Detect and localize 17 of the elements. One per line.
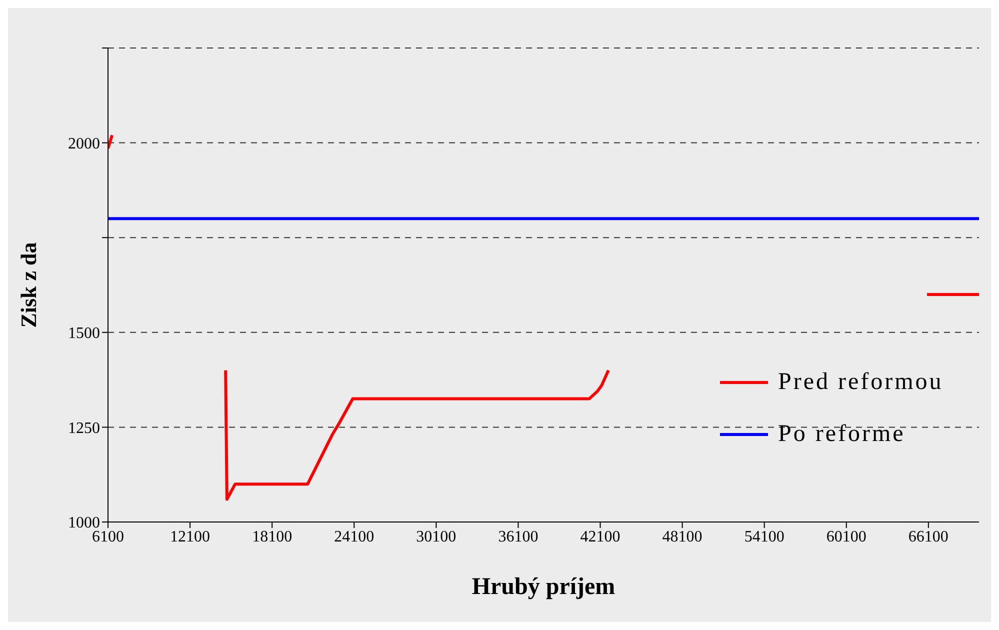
- legend-label: Pred reformou: [778, 368, 944, 396]
- x-tick-label: 30100: [416, 528, 456, 546]
- x-axis-title: Hrubý príjem: [472, 574, 616, 600]
- x-tick-label: 12100: [170, 528, 210, 546]
- x-tick-label: 54100: [744, 528, 784, 546]
- x-tick-label: 48100: [662, 528, 702, 546]
- x-tick-label: 36100: [498, 528, 538, 546]
- x-tick-label: 66100: [908, 528, 948, 546]
- y-tick-label: 1500: [68, 325, 100, 342]
- y-tick-label: 1250: [68, 420, 100, 437]
- y-axis-title: Zisk z da: [16, 242, 41, 328]
- x-tick-label: 18100: [252, 528, 292, 546]
- x-tick-label: 60100: [826, 528, 866, 546]
- x-tick-label: 42100: [580, 528, 620, 546]
- y-tick-label: 2000: [68, 135, 100, 152]
- x-tick-label: 24100: [334, 528, 374, 546]
- legend-label: Po reforme: [778, 420, 906, 448]
